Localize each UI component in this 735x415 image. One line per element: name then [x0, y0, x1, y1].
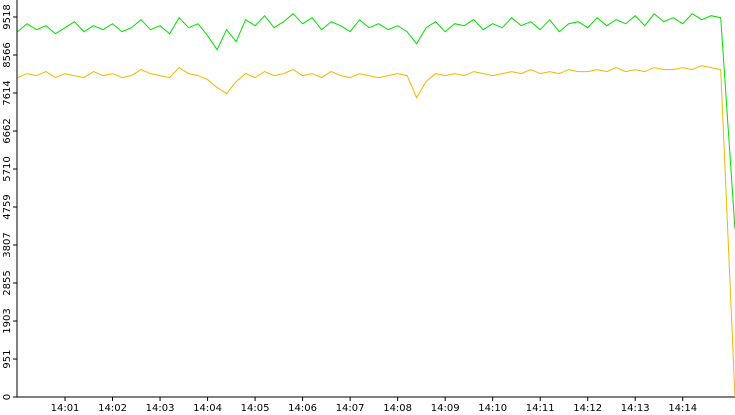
x-tick-label: 14:10 — [478, 403, 507, 414]
y-tick-label: 951 — [2, 349, 13, 368]
x-tick-label: 14:02 — [98, 403, 127, 414]
x-tick-label: 14:12 — [573, 403, 602, 414]
y-tick-label: 1903 — [2, 308, 13, 333]
x-tick-label: 14:01 — [51, 403, 80, 414]
y-tick-label: 3807 — [2, 232, 13, 257]
series-line — [17, 12, 735, 230]
y-tick-label: 9518 — [2, 4, 13, 29]
y-tick-label: 6662 — [2, 118, 13, 143]
y-tick-label: 0 — [2, 394, 13, 400]
x-tick-label: 14:07 — [336, 403, 365, 414]
x-tick-label: 14:06 — [288, 403, 317, 414]
x-tick-label: 14:09 — [431, 403, 460, 414]
y-tick-label: 8566 — [2, 42, 13, 67]
x-tick-label: 14:08 — [383, 403, 412, 414]
x-tick-label: 14:04 — [193, 403, 222, 414]
y-tick-label: 2855 — [2, 270, 13, 295]
x-tick-label: 14:05 — [241, 403, 270, 414]
y-tick-label: 4759 — [2, 194, 13, 219]
x-tick-label: 14:11 — [526, 403, 555, 414]
y-tick-label: 7614 — [2, 80, 13, 105]
y-tick-label: 5710 — [2, 156, 13, 181]
x-tick-label: 14:03 — [146, 403, 175, 414]
series-line — [17, 65, 735, 398]
x-tick-label: 14:14 — [668, 403, 697, 414]
x-tick-label: 14:13 — [621, 403, 650, 414]
